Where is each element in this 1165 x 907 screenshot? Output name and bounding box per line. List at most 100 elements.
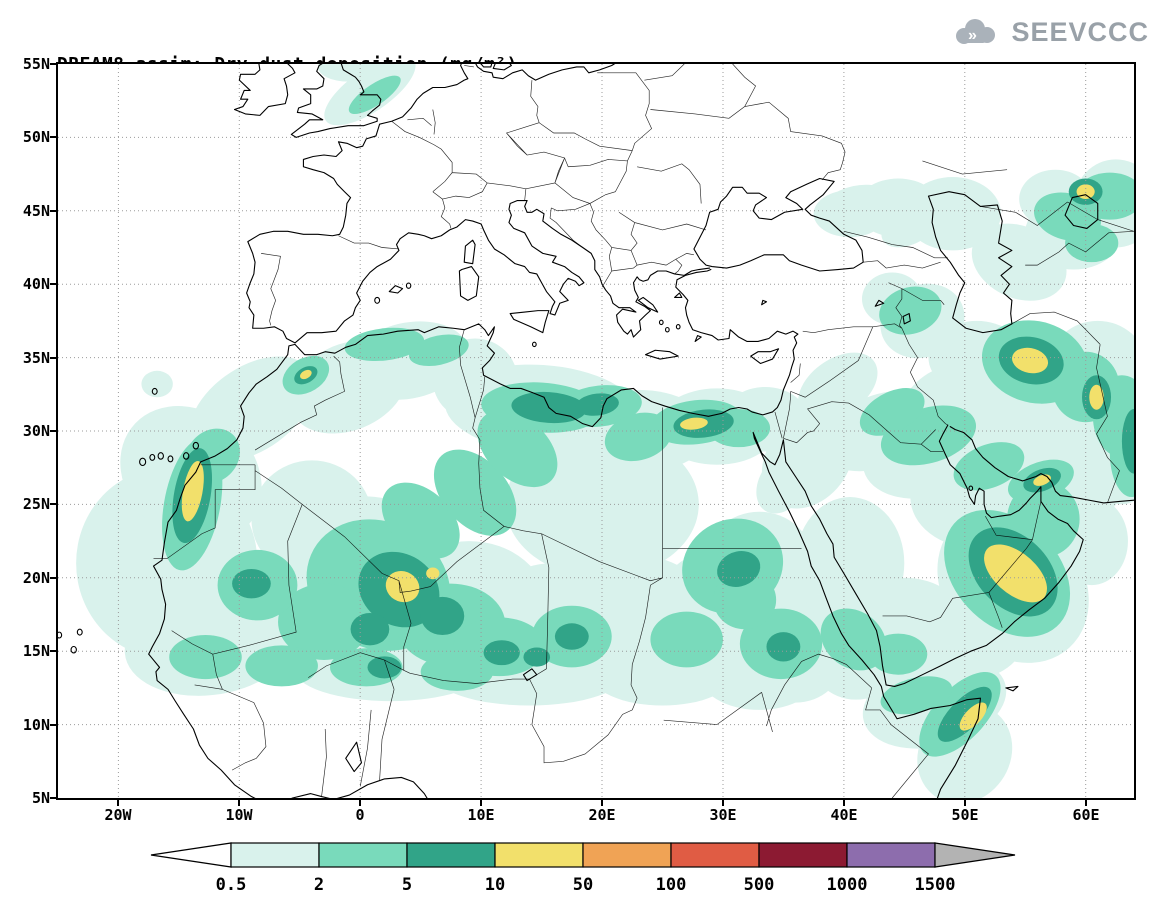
lon-tick (843, 800, 845, 806)
dust-area (232, 568, 271, 599)
colorbar: 0.5 2 5 10 50 100 500 1000 1500 (149, 841, 1017, 901)
dust-area (169, 635, 242, 680)
dust-area (756, 451, 811, 514)
dust-area (420, 652, 494, 691)
colorbar-label: 1000 (826, 875, 868, 895)
dust-area (798, 352, 878, 422)
island-dot (140, 458, 146, 465)
lat-tick (50, 650, 56, 652)
country-borders (154, 64, 1134, 798)
dust-area (344, 327, 425, 362)
island-dot (375, 297, 380, 303)
geography (58, 64, 1134, 798)
dust-area (869, 633, 928, 675)
dust-area (1012, 347, 1049, 374)
lat-tick (50, 210, 56, 212)
map (56, 62, 1136, 800)
colorbar-label: 2 (313, 875, 325, 895)
dust-area (575, 393, 619, 416)
island-dot (71, 647, 76, 653)
lon-label: 40E (830, 806, 858, 824)
lon-tick (117, 800, 119, 806)
lon-label: 20W (104, 806, 132, 824)
lon-label: 60E (1072, 806, 1100, 824)
island-dot (676, 325, 680, 329)
island-dot (58, 632, 62, 638)
lon-tick (238, 800, 240, 806)
dust-area (181, 461, 204, 522)
coastline-british-isles (235, 64, 381, 137)
dust-area (1033, 474, 1051, 486)
coastline-africa-anatolia (149, 270, 798, 798)
lat-tick (50, 797, 56, 799)
dust-area (1065, 224, 1119, 263)
lat-label: 40N (22, 275, 50, 293)
island-dot (152, 388, 157, 394)
dust-area (245, 645, 318, 687)
colorbar-labels: 0.5 2 5 10 50 100 500 1000 1500 (149, 875, 1017, 897)
coastline-middle-east (753, 425, 1134, 798)
colorbar-label: 1500 (914, 875, 956, 895)
colorbar-label: 100 (655, 875, 687, 895)
dust-area (141, 370, 173, 398)
lon-tick (722, 800, 724, 806)
dust-area (381, 482, 460, 559)
dust-area (766, 632, 801, 662)
lon-tick (1085, 800, 1087, 806)
island-dot (168, 456, 173, 462)
dust-area (879, 286, 942, 335)
seevccc-logo: » SEEVCCC (948, 16, 1149, 48)
small-islands (58, 283, 973, 653)
dust-area (426, 567, 440, 580)
coastline-caspian-aral-lakes (346, 192, 1098, 772)
lat-tick (50, 503, 56, 505)
dust-area (523, 647, 551, 667)
dust-area (408, 334, 469, 367)
lat-label: 10N (22, 716, 50, 734)
dust-area (433, 449, 517, 536)
dust-area (680, 417, 708, 430)
lon-label: 20E (588, 806, 616, 824)
island-dot (183, 453, 188, 459)
lat-tick (50, 136, 56, 138)
coastline-black-sea (694, 179, 863, 271)
island-dot (193, 442, 198, 448)
lon-label: 50E (951, 806, 979, 824)
dust-area (278, 583, 370, 661)
map-canvas (58, 64, 1134, 798)
coastline-islands (389, 240, 1018, 691)
colorbar-label: 0.5 (215, 875, 247, 895)
dust-area (420, 596, 465, 636)
island-dot (659, 320, 663, 324)
dust-area (1121, 408, 1134, 474)
dust-area (483, 640, 520, 666)
dust-area (953, 442, 1025, 491)
dust-area (350, 613, 390, 646)
colorbar-label: 500 (743, 875, 775, 895)
colorbar-right-arrow (934, 842, 1016, 868)
lon-label: 10E (467, 806, 495, 824)
lon-label: 0 (355, 806, 365, 824)
logo-text: SEEVCCC (1011, 16, 1149, 47)
island-dot (158, 453, 163, 459)
coastline-europe (247, 64, 710, 343)
dust-area (881, 203, 940, 248)
colorbar-box (758, 842, 848, 868)
island-dot (969, 486, 973, 490)
lat-tick (50, 63, 56, 65)
colorbar-box (846, 842, 936, 868)
lat-tick (50, 357, 56, 359)
lon-tick (480, 800, 482, 806)
colorbar-left-arrow (150, 842, 232, 868)
island-dot (77, 629, 82, 635)
cloud-icon: » (956, 19, 996, 44)
colorbar-box (494, 842, 584, 868)
lon-label: 30E (709, 806, 737, 824)
island-dot (406, 283, 410, 288)
dust-area (604, 412, 672, 462)
island-dot (666, 328, 670, 332)
svg-text:»: » (968, 27, 977, 44)
lat-tick (50, 283, 56, 285)
dust-area (367, 656, 402, 679)
